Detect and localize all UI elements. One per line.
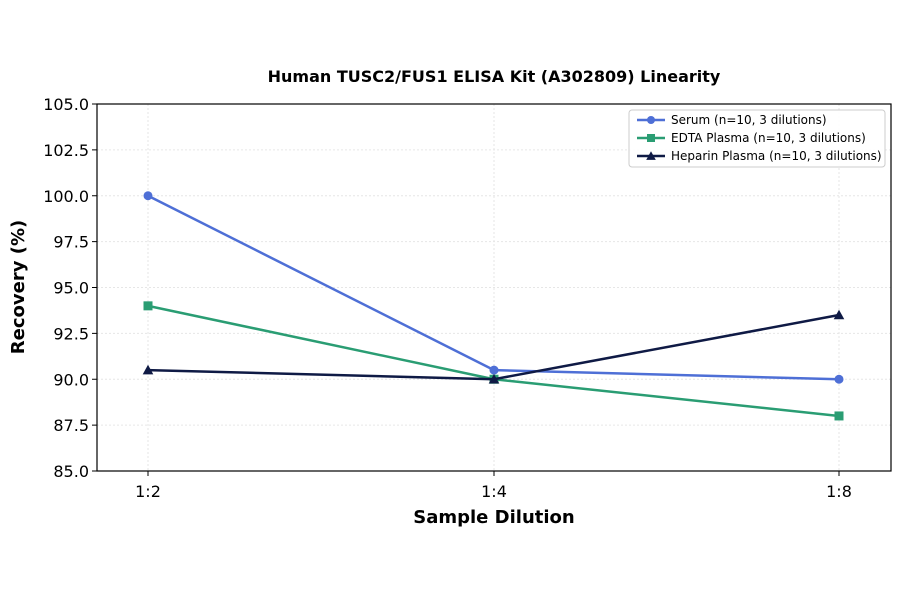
y-tick-label: 85.0 — [53, 462, 89, 481]
legend-label: Serum (n=10, 3 dilutions) — [671, 113, 827, 127]
x-tick-label: 1:2 — [135, 482, 161, 501]
y-tick-label: 90.0 — [53, 370, 89, 389]
legend-marker — [647, 116, 655, 124]
data-point — [143, 191, 153, 201]
x-tick-label: 1:8 — [826, 482, 852, 501]
x-axis-label: Sample Dilution — [413, 507, 574, 528]
series-1 — [143, 191, 844, 384]
legend-item: Serum (n=10, 3 dilutions) — [637, 113, 827, 127]
chart-title: Human TUSC2/FUS1 ELISA Kit (A302809) Lin… — [268, 67, 721, 86]
series-layer — [142, 191, 845, 421]
data-point — [834, 374, 844, 384]
legend-item: EDTA Plasma (n=10, 3 dilutions) — [637, 131, 866, 145]
y-axis-label: Recovery (%) — [8, 220, 29, 354]
x-axis: 1:2 1:4 1:8 — [135, 471, 852, 501]
y-axis: 85.0 87.5 90.0 92.5 95.0 97.5 100.0 102.5 105.0 — [43, 95, 97, 481]
legend-label: Heparin Plasma (n=10, 3 dilutions) — [671, 149, 882, 163]
data-point — [142, 364, 154, 375]
data-point — [488, 373, 500, 384]
data-point — [834, 411, 844, 421]
data-point — [143, 301, 153, 311]
y-tick-label: 87.5 — [53, 416, 89, 435]
legend-label: EDTA Plasma (n=10, 3 dilutions) — [671, 131, 866, 145]
legend-marker — [646, 151, 656, 160]
y-tick-label: 100.0 — [43, 187, 89, 206]
legend-item: Heparin Plasma (n=10, 3 dilutions) — [637, 149, 882, 163]
y-tick-label: 102.5 — [43, 141, 89, 160]
x-tick-label: 1:4 — [481, 482, 507, 501]
y-tick-label: 97.5 — [53, 233, 89, 252]
series-3 — [142, 309, 845, 384]
legend: Serum (n=10, 3 dilutions) EDTA Plasma (n=… — [628, 109, 886, 168]
legend-frame — [628, 109, 886, 168]
y-tick-label: 95.0 — [53, 279, 89, 298]
legend-marker — [647, 134, 655, 142]
y-tick-label: 92.5 — [53, 324, 89, 343]
data-point — [489, 365, 499, 375]
y-tick-label: 105.0 — [43, 95, 89, 114]
data-point — [833, 309, 845, 320]
